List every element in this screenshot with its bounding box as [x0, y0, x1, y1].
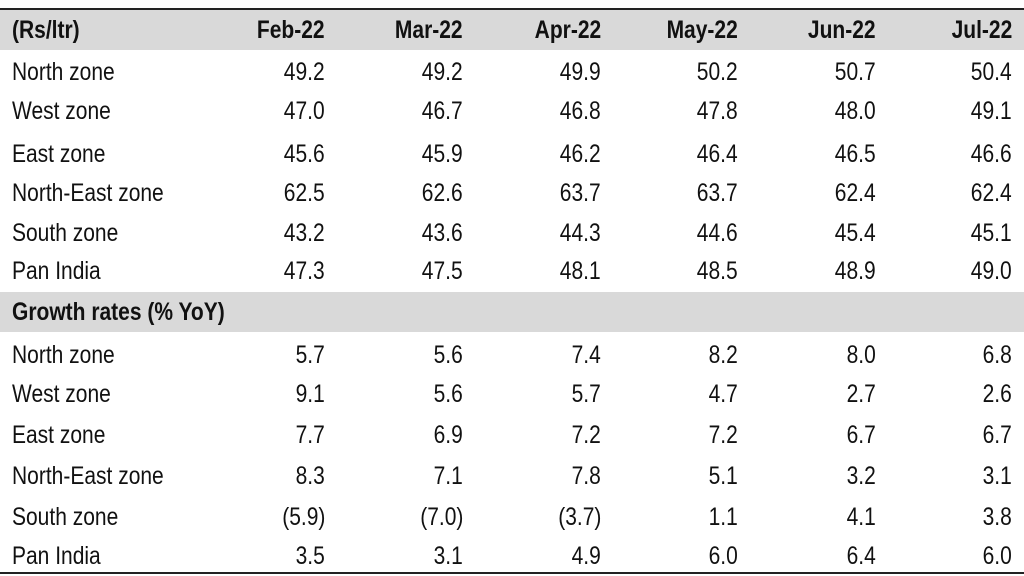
- row-label: North-East zone: [12, 179, 164, 207]
- growth-value: 6.8: [982, 341, 1012, 369]
- price-value: 46.8: [560, 97, 601, 125]
- growth-value: 6.0: [982, 542, 1012, 570]
- price-value: 49.2: [284, 58, 325, 86]
- growth-value: 4.7: [708, 380, 738, 408]
- section-band: [0, 292, 1024, 332]
- growth-value: (7.0): [419, 503, 463, 531]
- row-label: North zone: [12, 58, 115, 86]
- row-label: North-East zone: [12, 462, 164, 490]
- price-value: 50.2: [697, 58, 738, 86]
- bottom-rule: [0, 572, 1024, 574]
- row-label: Pan India: [12, 542, 101, 570]
- month-header: Jun-22: [808, 16, 876, 44]
- row-label: East zone: [12, 421, 106, 449]
- growth-value: 7.2: [708, 421, 738, 449]
- growth-value: 6.0: [708, 542, 738, 570]
- growth-value: 7.2: [571, 421, 601, 449]
- price-value: 49.1: [971, 97, 1012, 125]
- price-value: 48.5: [697, 257, 738, 285]
- month-header: Mar-22: [395, 16, 463, 44]
- growth-value: 7.7: [295, 421, 325, 449]
- month-header: May-22: [666, 16, 738, 44]
- price-value: 49.9: [560, 58, 601, 86]
- row-label: South zone: [12, 219, 119, 247]
- row-label: West zone: [12, 97, 111, 125]
- price-value: 47.8: [697, 97, 738, 125]
- growth-value: 4.1: [846, 503, 876, 531]
- growth-value: 6.9: [433, 421, 463, 449]
- growth-value: (5.9): [281, 503, 325, 531]
- price-value: 63.7: [697, 179, 738, 207]
- growth-value: 9.1: [295, 380, 325, 408]
- growth-value: 7.4: [571, 341, 601, 369]
- month-header: Jul-22: [951, 16, 1012, 44]
- row-label: North zone: [12, 341, 115, 369]
- growth-value: 3.1: [982, 462, 1012, 490]
- price-value: 47.5: [422, 257, 463, 285]
- price-value: 43.6: [422, 219, 463, 247]
- growth-value: 8.0: [846, 341, 876, 369]
- growth-value: 5.7: [571, 380, 601, 408]
- month-header: Apr-22: [534, 16, 601, 44]
- price-value: 44.6: [697, 219, 738, 247]
- growth-value: 2.6: [982, 380, 1012, 408]
- price-value: 62.5: [284, 179, 325, 207]
- growth-value: 5.6: [433, 341, 463, 369]
- price-value: 45.6: [284, 140, 325, 168]
- row-label: East zone: [12, 140, 106, 168]
- growth-value: 1.1: [708, 503, 738, 531]
- month-header: Feb-22: [257, 16, 325, 44]
- header-band: [0, 10, 1024, 50]
- growth-value: 5.1: [708, 462, 738, 490]
- price-value: 50.7: [835, 58, 876, 86]
- growth-value: (3.7): [557, 503, 601, 531]
- price-value: 62.4: [835, 179, 876, 207]
- row-label: Pan India: [12, 257, 101, 285]
- top-rule: [0, 8, 1024, 10]
- price-value: 43.2: [284, 219, 325, 247]
- growth-value: 4.9: [571, 542, 601, 570]
- price-value: 46.2: [560, 140, 601, 168]
- growth-value: 6.7: [846, 421, 876, 449]
- growth-value: 8.2: [708, 341, 738, 369]
- row-label: South zone: [12, 503, 119, 531]
- growth-value: 7.8: [571, 462, 601, 490]
- price-value: 47.3: [284, 257, 325, 285]
- price-value: 62.6: [422, 179, 463, 207]
- price-value: 48.0: [835, 97, 876, 125]
- growth-value: 5.6: [433, 380, 463, 408]
- growth-value: 3.8: [982, 503, 1012, 531]
- price-value: 45.1: [971, 219, 1012, 247]
- row-label: West zone: [12, 380, 111, 408]
- growth-value: 7.1: [433, 462, 463, 490]
- growth-value: 3.1: [433, 542, 463, 570]
- price-value: 46.7: [422, 97, 463, 125]
- price-value: 45.4: [835, 219, 876, 247]
- growth-value: 3.5: [295, 542, 325, 570]
- price-value: 62.4: [971, 179, 1012, 207]
- price-value: 44.3: [560, 219, 601, 247]
- growth-value: 3.2: [846, 462, 876, 490]
- price-value: 49.0: [971, 257, 1012, 285]
- unit-header: (Rs/ltr): [12, 16, 80, 44]
- growth-value: 2.7: [846, 380, 876, 408]
- price-value: 50.4: [971, 58, 1012, 86]
- growth-value: 5.7: [295, 341, 325, 369]
- price-value: 63.7: [560, 179, 601, 207]
- price-value: 46.4: [697, 140, 738, 168]
- price-value: 46.5: [835, 140, 876, 168]
- price-value: 45.9: [422, 140, 463, 168]
- growth-value: 8.3: [295, 462, 325, 490]
- price-value: 46.6: [971, 140, 1012, 168]
- section-title: Growth rates (% YoY): [12, 298, 225, 326]
- growth-value: 6.4: [846, 542, 876, 570]
- price-value: 48.1: [560, 257, 601, 285]
- price-value: 48.9: [835, 257, 876, 285]
- growth-value: 6.7: [982, 421, 1012, 449]
- price-value: 49.2: [422, 58, 463, 86]
- price-value: 47.0: [284, 97, 325, 125]
